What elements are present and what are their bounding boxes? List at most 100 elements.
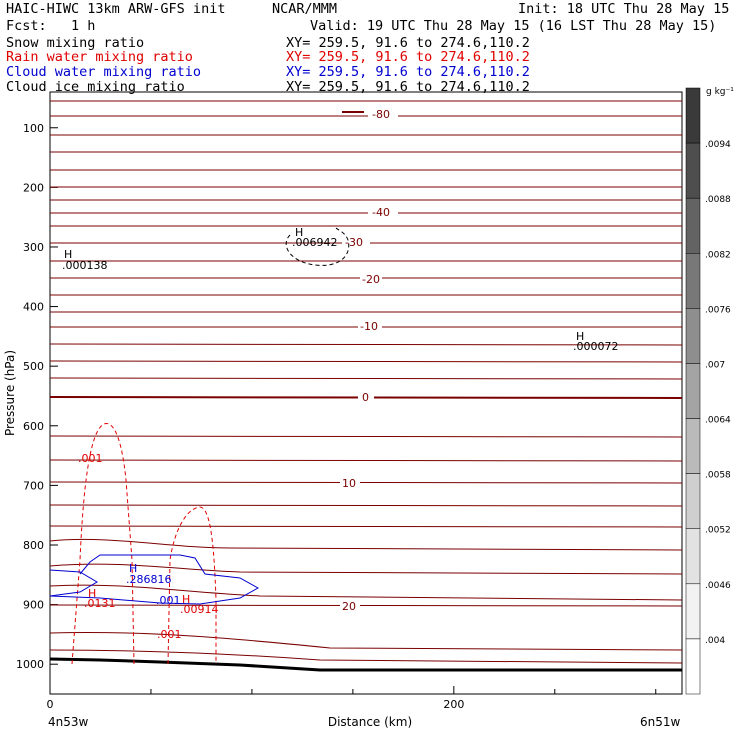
valid-time: Valid: 19 UTC Thu 28 May 15 (16 LST Thu … [310, 18, 717, 34]
colorbar-label: .0046 [705, 581, 731, 591]
colorbar-label: .0058 [705, 471, 731, 481]
isotherm-label: -20 [362, 273, 380, 286]
snow-contour [285, 227, 350, 266]
isotherm-labels: -80 -40 -30 -20 -10 0 10 20 [340, 108, 398, 613]
isotherm-line [49, 584, 683, 601]
colorbar-swatch [685, 142, 701, 199]
colorbar-label: .0088 [705, 195, 731, 205]
y-tick-label: 600 [23, 420, 44, 433]
terrain-line [49, 657, 682, 672]
colorbar-swatch [685, 473, 701, 529]
init-time: Init: 18 UTC Thu 28 May 15 [518, 1, 730, 17]
isotherm-line [49, 538, 683, 551]
isotherm-line [49, 504, 683, 507]
max-value: .000138 [62, 259, 108, 272]
isotherm-line [49, 631, 683, 651]
colorbar-label: .0094 [705, 140, 731, 150]
field-name-rain: Rain water mixing ratio [6, 49, 193, 65]
isotherm-label: 20 [342, 600, 356, 613]
y-tick-label: 900 [23, 599, 44, 612]
max-marker: H [88, 587, 96, 600]
contour-label: .001 [156, 594, 181, 607]
x-start-label: 4n53w [48, 715, 89, 729]
max-marker: H [64, 248, 72, 261]
contour-label: .001 [78, 452, 103, 465]
colorbar-swatch [685, 583, 701, 640]
colorbar: g kg⁻¹ .0094 .0088 .0082 .0076 .007 .0064 .005… [685, 87, 734, 695]
contour-label: .001 [157, 628, 182, 641]
annotations: H .000138 H .006942 H .000072 H .286816 … [62, 226, 619, 641]
x-ticks: 0 200 [47, 686, 657, 711]
colorbar-label: .007 [705, 360, 725, 370]
y-tick-label: 100 [23, 122, 44, 135]
max-value: .006942 [292, 236, 338, 249]
cloud-water-contour [49, 554, 260, 605]
y-ticks: 100 200 300 400 500 600 700 800 900 1000 [16, 122, 58, 671]
colorbar-swatch [685, 253, 701, 309]
isotherm-label: -40 [372, 206, 390, 219]
isotherm-label: -30 [345, 236, 363, 249]
isotherm-line [49, 435, 683, 438]
x-tick-label: 0 [47, 698, 54, 711]
y-tick-label: 1000 [16, 658, 44, 671]
isotherm-line [49, 360, 683, 363]
isotherm-lines [49, 100, 683, 664]
isotherm-label: -80 [372, 108, 390, 121]
colorbar-swatch [685, 87, 701, 144]
x-axis-title: Distance (km) [328, 715, 412, 729]
x-tick-label: 200 [443, 698, 464, 711]
max-value: .00914 [180, 603, 219, 616]
rain-contour [167, 506, 217, 665]
org-label: NCAR/MMM [272, 1, 338, 17]
cloud-water-contours [49, 554, 260, 605]
isotherm-label: 0 [362, 391, 369, 404]
field-name-cloud-ice: Cloud ice mixing ratio [6, 79, 185, 95]
isotherm-line [49, 343, 683, 346]
colorbar-label: .004 [705, 636, 725, 646]
colorbar-label: .0064 [705, 416, 731, 426]
colorbar-label: .0076 [705, 305, 731, 315]
colorbar-swatch [685, 638, 701, 695]
x-end-label: 6n51w [640, 715, 681, 729]
rain-contour [71, 423, 135, 665]
y-tick-label: 500 [23, 360, 44, 373]
isotherm-line [49, 459, 683, 462]
y-tick-label: 200 [23, 181, 44, 194]
field-name-cloud-water: Cloud water mixing ratio [6, 64, 202, 80]
isotherm-line [49, 525, 683, 528]
isotherm-label: 10 [342, 477, 356, 490]
max-value: .0131 [84, 597, 116, 610]
forecast-hour: Fcst: 1 h [6, 18, 96, 34]
isotherm-line [49, 563, 683, 575]
y-tick-label: 800 [23, 539, 44, 552]
max-marker: H [576, 330, 584, 343]
max-marker: H [295, 226, 303, 239]
isotherm-line [49, 649, 683, 664]
y-tick-label: 300 [23, 241, 44, 254]
y-tick-label: 400 [23, 301, 44, 314]
colorbar-label: .0082 [705, 250, 731, 260]
max-marker: H [129, 562, 137, 575]
colorbar-label: .0052 [705, 526, 731, 536]
field-name-snow: Snow mixing ratio [6, 35, 145, 51]
field-xy-cloud-water: XY= 259.5, 91.6 to 274.6,110.2 [286, 64, 530, 80]
max-value: .286816 [126, 573, 172, 586]
colorbar-unit: g kg⁻¹ [706, 87, 734, 97]
colorbar-swatch [685, 197, 701, 254]
y-tick-label: 700 [23, 479, 44, 492]
plot-frame [49, 91, 683, 695]
field-xy-rain: XY= 259.5, 91.6 to 274.6,110.2 [286, 49, 530, 65]
max-value: .000072 [573, 340, 619, 353]
isotherm-label: -10 [360, 320, 378, 333]
colorbar-swatch [685, 308, 701, 364]
plot-title: HAIC-HIWC 13km ARW-GFS init [6, 1, 226, 17]
colorbar-swatch [685, 418, 701, 474]
colorbar-swatch [685, 363, 701, 419]
colorbar-swatch [685, 528, 701, 585]
rain-contours [71, 423, 217, 665]
isotherm-line [49, 377, 683, 380]
field-xy-cloud-ice: XY= 259.5, 91.6 to 274.6,110.2 [286, 79, 530, 95]
cloud-water-contour [49, 569, 98, 597]
max-marker: H [182, 593, 190, 606]
